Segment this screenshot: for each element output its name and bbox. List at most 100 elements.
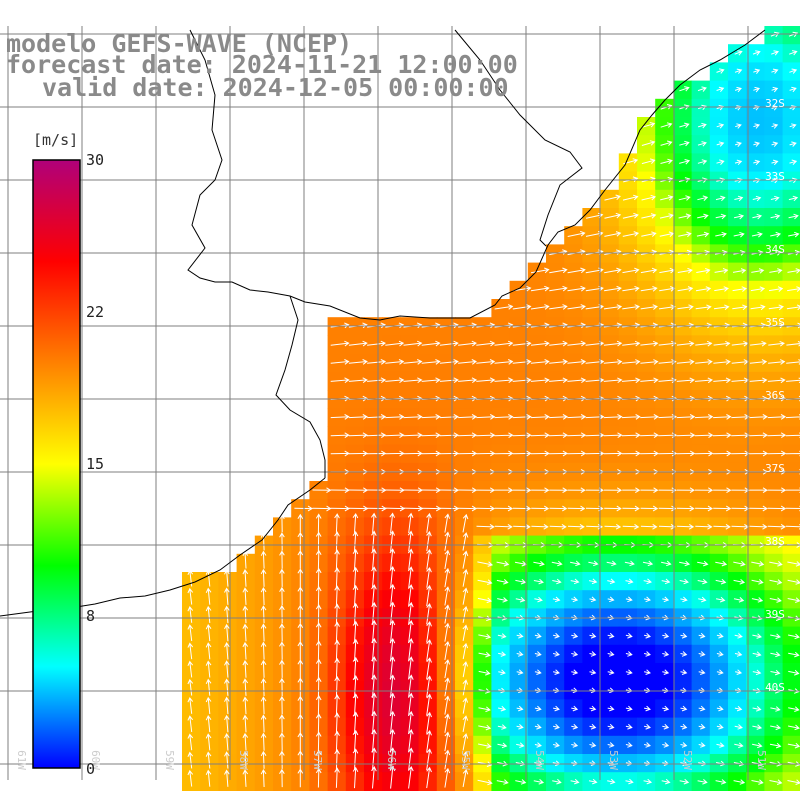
longitude-label: 59W (163, 750, 176, 770)
wind-arrow (549, 359, 568, 365)
wind-arrow (752, 633, 762, 639)
wind-arrow (371, 710, 377, 735)
wind-arrow (367, 340, 386, 347)
wind-arrow (444, 567, 451, 588)
wind-arrow (640, 377, 659, 384)
wind-arrow (680, 669, 688, 675)
wind-arrow (571, 651, 579, 657)
wind-arrow (658, 487, 677, 494)
wind-arrow (516, 633, 524, 639)
wind-arrow (407, 548, 414, 570)
wind-arrow (640, 414, 659, 420)
wind-arrow (403, 414, 423, 420)
wind-arrow (715, 779, 727, 785)
wind-arrow (444, 604, 451, 624)
wind-arrow (716, 596, 726, 603)
wind-arrow (224, 660, 230, 678)
wind-arrow (603, 432, 623, 439)
wind-arrow (530, 432, 550, 439)
wind-arrow (315, 622, 322, 642)
wind-arrow (713, 359, 731, 365)
longitude-label: 54W (533, 750, 546, 770)
wind-arrow (731, 505, 750, 512)
wind-arrow (205, 605, 212, 623)
wind-arrow (407, 566, 414, 589)
wind-arrow (334, 712, 340, 734)
wind-arrow (733, 597, 745, 603)
wind-arrow (205, 569, 212, 587)
wind-arrow (621, 414, 641, 420)
wind-arrow (770, 213, 781, 220)
wind-arrow (534, 723, 542, 730)
wind-arrow (770, 633, 781, 640)
wind-arrow (477, 561, 494, 567)
wind-arrow (297, 695, 304, 715)
wind-arrow (462, 513, 469, 533)
wind-arrow (494, 359, 514, 365)
wind-arrow (478, 651, 491, 658)
wind-arrow (677, 267, 693, 274)
wind-arrow (330, 359, 350, 365)
wind-arrow (625, 651, 633, 657)
wind-arrow (640, 523, 658, 530)
wind-arrow (462, 768, 469, 788)
wind-arrow (494, 505, 514, 512)
wind-arrow (389, 583, 396, 607)
wind-arrow (621, 450, 641, 457)
wind-arrow (716, 141, 725, 147)
wind-arrow (716, 86, 725, 93)
colorbar-units: [m/s] (33, 131, 79, 149)
wind-arrow (242, 678, 249, 696)
longitude-label: 57W (311, 750, 324, 770)
wind-arrow (297, 622, 304, 642)
wind-arrow (279, 623, 285, 642)
wind-arrow (494, 432, 514, 439)
wind-arrow (787, 779, 800, 785)
longitude-label: 52W (681, 750, 694, 770)
wind-arrow (751, 579, 764, 585)
wind-arrow (607, 651, 615, 657)
wind-arrow (752, 706, 762, 712)
wind-arrow (716, 159, 725, 165)
wind-arrow (330, 414, 350, 420)
wind-arrow (622, 523, 640, 530)
wind-arrow (458, 377, 478, 384)
valid-date: valid date: 2024-12-05 00:00:00 (42, 73, 509, 102)
wind-arrow (767, 377, 786, 384)
wind-arrow (476, 340, 496, 347)
wind-arrow (567, 230, 586, 237)
wind-arrow (698, 669, 706, 675)
river-estuary-shore (275, 295, 326, 478)
wind-arrow (553, 705, 560, 712)
wind-arrow (242, 660, 249, 678)
wind-arrow (279, 550, 285, 569)
wind-arrow (462, 733, 469, 751)
wind-arrow (385, 432, 405, 439)
wind-arrow (768, 340, 785, 347)
wind-arrow (477, 779, 493, 786)
wind-arrow (494, 304, 514, 310)
wind-arrow (571, 596, 579, 603)
wind-arrow (297, 604, 304, 624)
wind-arrow (371, 766, 377, 789)
wind-arrow (389, 674, 396, 698)
wind-arrow (476, 359, 496, 365)
wind-arrow (187, 642, 194, 660)
wind-arrow (603, 414, 623, 420)
wind-arrow (297, 677, 304, 697)
wind-arrow (512, 505, 532, 512)
wind-arrow (788, 706, 800, 712)
wind-arrow (716, 123, 725, 129)
wind-arrow (260, 641, 267, 660)
wind-arrow (279, 532, 285, 551)
wind-arrow (787, 286, 800, 292)
wind-arrow (444, 749, 451, 770)
wind-arrow (567, 432, 587, 439)
wind-arrow (788, 724, 800, 731)
wind-arrow (462, 605, 469, 623)
wind-arrow (352, 729, 359, 752)
wind-arrow (549, 377, 568, 384)
wind-arrow (205, 678, 212, 696)
wind-arrow (205, 642, 212, 660)
wind-arrow (439, 359, 459, 365)
